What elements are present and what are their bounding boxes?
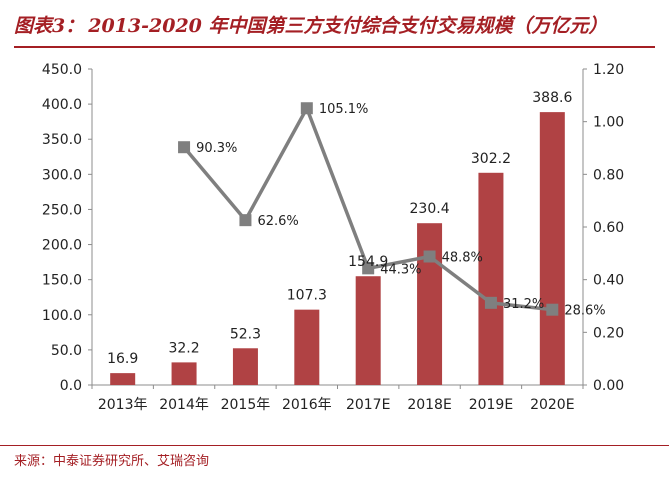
y-right-tick-label: 0.00: [593, 378, 624, 394]
y-right-tick-label: 1.20: [593, 62, 624, 78]
bar: [539, 112, 565, 385]
y-left-tick-label: 300.0: [42, 167, 82, 183]
y-left-tick-label: 50.0: [51, 343, 82, 359]
x-tick-label: 2018E: [407, 397, 451, 413]
data-labels: 16.9 32.2 52.3 107.3 154.9 230.4 302.2 388.6 90.…: [107, 90, 606, 367]
y-right-tick-label: 1.00: [593, 115, 624, 131]
growth-marker: [239, 214, 252, 227]
x-tick-label: 2019E: [469, 397, 513, 413]
growth-marker: [362, 262, 375, 275]
x-tick-label: 2016年: [282, 397, 332, 413]
line-series: [178, 102, 559, 316]
y-left-tick-label: 200.0: [42, 238, 82, 254]
y-left-tick-label: 0.0: [60, 378, 82, 394]
y-left-tick-label: 150.0: [42, 273, 82, 289]
y-left-tick-label: 350.0: [42, 132, 82, 148]
y-left-tick-label: 100.0: [42, 308, 82, 324]
bar-series: [110, 112, 565, 385]
growth-marker: [546, 303, 559, 316]
growth-marker: [300, 102, 313, 115]
growth-value-label: 28.6%: [564, 304, 605, 319]
title-divider: [14, 46, 655, 48]
x-tick-label: 2014年: [159, 397, 209, 413]
bar: [232, 348, 258, 385]
growth-value-label: 105.1%: [319, 102, 369, 117]
chart-title: 图表3： 2013-2020 年中国第三方支付综合支付交易规模（万亿元）: [14, 4, 655, 44]
y-right-tick-label: 0.80: [593, 167, 624, 183]
combo-chart: 0.0 50.0 100.0 150.0 200.0 250.0 300.0 350.0 400…: [42, 62, 624, 413]
bar: [355, 276, 381, 385]
figure-number: 图表3：: [14, 14, 85, 37]
bar: [478, 172, 504, 385]
bar-value-label: 388.6: [532, 90, 572, 106]
bar-value-label: 154.9: [348, 254, 388, 270]
bar: [110, 373, 136, 385]
growth-marker: [423, 250, 436, 263]
figure-title: 2013-2020 年中国第三方支付综合支付交易规模（万亿元）: [88, 14, 608, 37]
bar: [417, 223, 443, 385]
bar-value-label: 302.2: [471, 151, 511, 167]
y-right-tick-label: 0.40: [593, 273, 624, 289]
growth-marker: [484, 296, 497, 309]
bar: [294, 309, 320, 385]
y-right-tick-label: 0.20: [593, 325, 624, 341]
growth-value-label: 90.3%: [196, 141, 237, 156]
bar-value-label: 32.2: [168, 340, 199, 356]
growth-value-label: 62.6%: [257, 214, 298, 229]
x-tick-label: 2017E: [346, 397, 390, 413]
x-tick-label: 2015年: [221, 397, 271, 413]
growth-value-label: 48.8%: [442, 250, 483, 265]
bar-value-label: 16.9: [107, 351, 138, 367]
footer-divider: [0, 445, 669, 446]
growth-marker: [178, 141, 191, 154]
y-left-tick-label: 450.0: [42, 62, 82, 78]
bar-value-label: 107.3: [287, 288, 327, 304]
bar-value-label: 230.4: [410, 201, 450, 217]
growth-value-label: 31.2%: [503, 297, 544, 312]
y-left-tick-label: 250.0: [42, 202, 82, 218]
growth-value-label: 44.3%: [380, 262, 421, 277]
x-tick-label: 2020E: [530, 397, 574, 413]
x-tick-label: 2013年: [98, 397, 148, 413]
bar: [171, 362, 197, 385]
source-note: 来源：中泰证券研究所、艾瑞咨询: [14, 454, 210, 469]
bar-value-label: 52.3: [230, 326, 261, 342]
y-right-tick-label: 0.60: [593, 220, 624, 236]
y-left-tick-label: 400.0: [42, 97, 82, 113]
chart-axes: 0.0 50.0 100.0 150.0 200.0 250.0 300.0 350.0 400…: [42, 62, 624, 413]
